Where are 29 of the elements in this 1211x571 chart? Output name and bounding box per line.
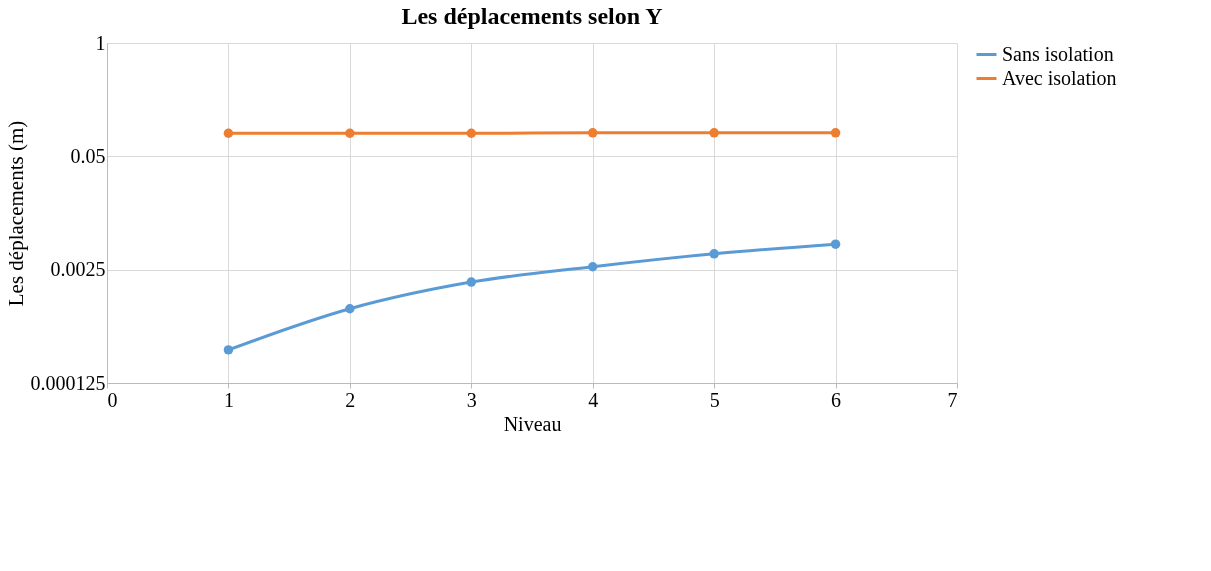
y-tick-label: 0.0025: [50, 258, 106, 281]
y-tick-label: 1: [95, 31, 106, 54]
legend-label: Avec isolation: [1002, 66, 1117, 89]
chart-title: Les déplacements selon Y: [401, 3, 663, 29]
y-tick-label: 0.000125: [30, 371, 106, 394]
x-axis-title: Niveau: [503, 412, 562, 435]
point: [830, 128, 841, 138]
point: [223, 345, 234, 355]
x-tick-label: 2: [345, 388, 356, 411]
x-tick-label: 3: [466, 388, 477, 411]
point: [466, 128, 477, 138]
point: [466, 277, 477, 287]
point: [587, 262, 598, 272]
x-tick-label: 1: [223, 388, 234, 411]
point: [709, 128, 719, 138]
y-axis-title: Les déplacements (m): [3, 120, 28, 307]
x-tick-label: 0: [107, 388, 118, 411]
x-tick-label: 5: [709, 388, 720, 411]
point: [345, 128, 355, 138]
point: [830, 239, 841, 249]
point: [223, 128, 234, 138]
legend-label: Sans isolation: [1002, 42, 1114, 65]
x-tick-label: 7: [947, 388, 958, 411]
point: [709, 249, 719, 259]
point: [345, 304, 355, 314]
x-tick-label: 6: [831, 388, 842, 411]
x-tick-label: 4: [588, 388, 599, 411]
y-tick-label: 0.05: [70, 144, 106, 167]
point: [587, 128, 598, 138]
